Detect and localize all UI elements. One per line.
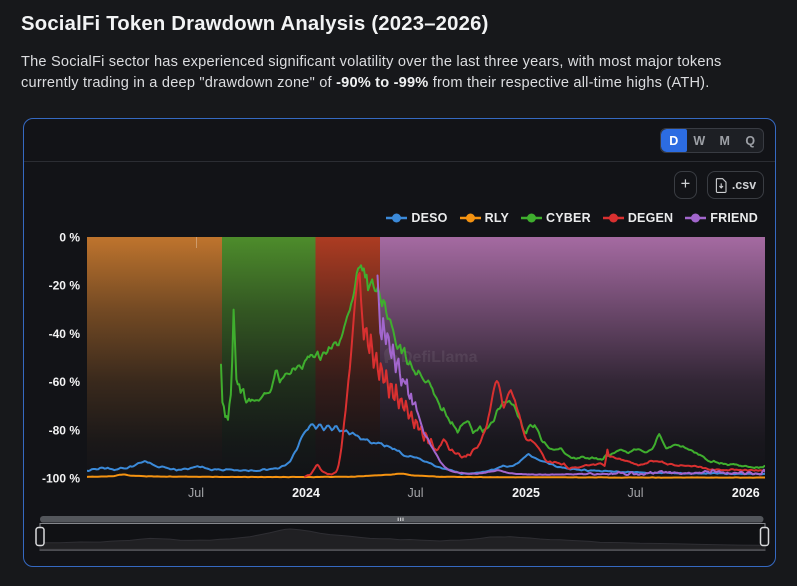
svg-text:2025: 2025: [512, 486, 540, 500]
svg-text:Jul: Jul: [408, 486, 424, 500]
svg-text:-60 %: -60 %: [49, 375, 81, 389]
svg-text:Jul: Jul: [188, 486, 204, 500]
svg-text:-100 %: -100 %: [42, 472, 80, 486]
svg-text:Jul: Jul: [628, 486, 644, 500]
svg-text:-20 %: -20 %: [49, 279, 81, 293]
svg-text:0 %: 0 %: [59, 231, 80, 245]
svg-text:2026: 2026: [732, 486, 760, 500]
svg-text:-80 %: -80 %: [49, 423, 81, 437]
svg-text:-40 %: -40 %: [49, 327, 81, 341]
svg-text:DefiLlama: DefiLlama: [401, 349, 478, 366]
svg-text:2024: 2024: [292, 486, 320, 500]
